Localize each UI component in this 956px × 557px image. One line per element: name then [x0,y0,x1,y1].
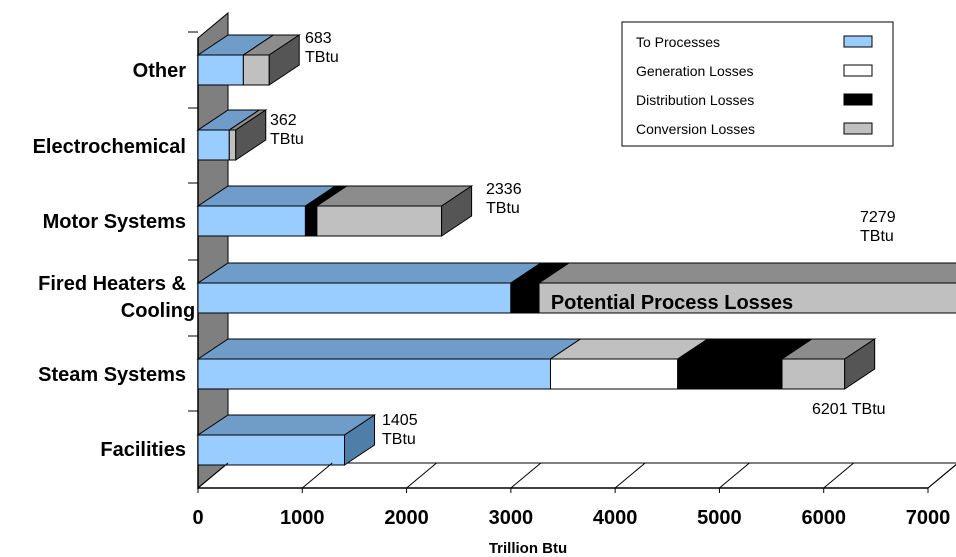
legend-entry-label: Generation Losses [636,63,754,79]
category-label: Facilities [100,439,186,461]
x-tick-label: 4000 [593,507,638,529]
category-label: Motor Systems [43,211,186,233]
bar-electrochemical-side [235,109,267,161]
x-tick-label: 5000 [697,507,742,529]
bar-facilities-to-processes-top [196,414,377,436]
total-label: 362 TBtu [270,112,304,148]
x-tick-label: 1000 [280,507,325,529]
floor-tick-line [719,462,750,489]
floor-tick-line [510,462,542,489]
legend-swatch [843,122,873,135]
x-tick-label: 6000 [801,507,846,529]
chart-floor [196,462,956,489]
bar-motor-systems-conversion-losses [316,205,443,237]
bar-steam-systems-conversion-losses [781,358,846,390]
total-label: 6201 TBtu [812,401,886,418]
bar-fired-heaters-cooling-conversion-losses [538,282,956,314]
x-tick-label: 7000 [906,507,951,529]
bar-facilities-to-processes [197,434,346,466]
bar-other-to-processes [197,54,244,86]
x-tick-label: 3000 [489,507,534,529]
bar-electrochemical-to-processes [197,129,230,161]
legend-swatch [843,64,873,77]
legend-entry-label: Conversion Losses [636,121,755,137]
x-tick-label: 0 [192,507,203,529]
bar-steam-systems-to-processes [197,358,551,390]
bar-steam-systems-to-processes-top [196,338,583,360]
floor-tick-line [301,462,333,489]
category-label: Electrochemical [33,136,186,158]
total-label: 683 TBtu [305,30,339,66]
bar-fired-heaters-cooling-to-processes-top [196,262,543,284]
legend-swatch [843,93,873,106]
bar-other-conversion-losses [242,54,270,86]
bar-motor-systems-distribution-losses [304,205,318,237]
bars-layer [196,34,956,466]
bar-fired-heaters-cooling-to-processes [197,282,512,314]
floor-tick-line [614,462,646,489]
category-label: Fired Heaters & Cooling [38,273,195,322]
floor-tick-line [823,462,855,489]
legend: To Processes Generation Losses Distributio… [621,21,894,147]
category-label: Other [133,60,187,82]
bar-motor-systems-side [441,185,473,237]
bar-steam-systems-generation-losses [549,358,679,390]
bar-facilities-side [344,414,376,466]
bar-steam-systems-distribution-losses [677,358,783,390]
total-label: 7279 TBtu [860,209,896,245]
bar-motor-systems-to-processes [197,205,306,237]
bar-fired-heaters-cooling-distribution-losses [510,282,540,314]
x-axis-title: Trillion Btu [489,540,567,557]
category-label: Steam Systems [38,364,186,386]
total-label: 2336 TBtu [486,181,522,217]
labels-layer: Facilities Steam Systems Fired Heaters & Co… [33,30,896,461]
bar-other-side [268,34,300,86]
floor-tick-line [197,462,229,489]
potential-process-losses-label: Potential Process Losses [551,292,793,314]
x-axis-ticks: 0 1000 2000 3000 4000 5000 6000 7000 [188,31,956,529]
bar-fired-heaters-cooling-conversion-losses-top [537,262,956,284]
bar-electrochemical-conversion-losses [228,129,237,161]
bar-steam-systems-side [844,338,876,390]
floor-tick-line [406,462,437,489]
legend-swatch [843,35,873,48]
total-label: 1405 TBtu [382,412,418,448]
floor-tick-line [927,464,956,489]
legend-entry-label: Distribution Losses [636,92,754,108]
legend-entry-label: To Processes [636,34,720,50]
x-tick-label: 2000 [384,507,429,529]
